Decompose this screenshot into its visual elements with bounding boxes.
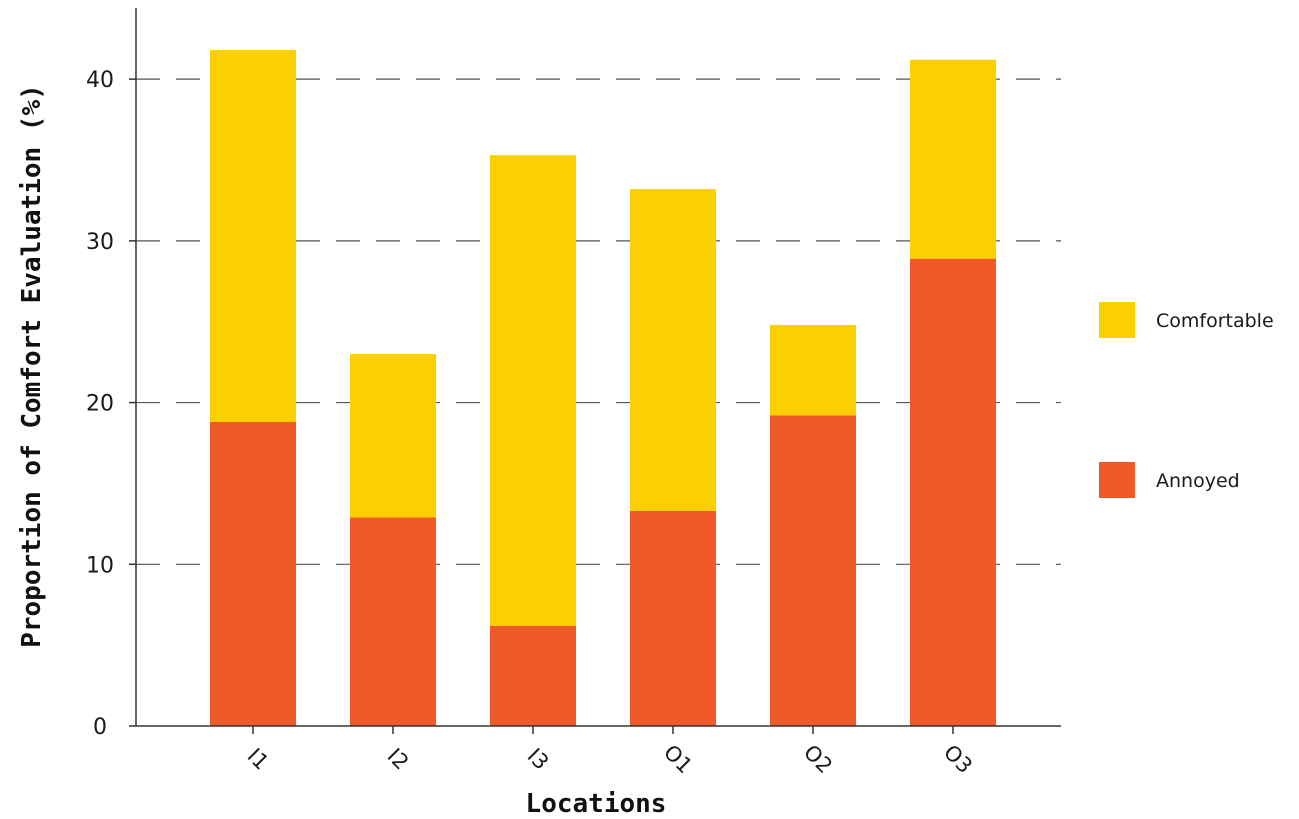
x-tick-label: I3 [523,744,554,775]
bar-annoyed-i3 [490,625,576,726]
x-tick-label: O3 [939,740,977,778]
legend-label-annoyed: Annoyed [1156,470,1240,492]
bar-comfortable-i1 [210,50,296,422]
y-tick-label: 20 [86,392,114,417]
y-tick-label: 40 [86,68,114,93]
x-ticks: I1 I2 I3 O1 O2 O3 [243,726,977,778]
bar-annoyed-i2 [350,517,436,726]
legend-label-comfortable: Comfortable [1156,310,1274,332]
y-tick-label: 0 [93,715,107,740]
bar-comfortable-o1 [630,189,716,511]
y-ticks: 0 10 20 30 40 [86,68,136,740]
x-tick-label: O1 [659,740,697,778]
bar-comfortable-i3 [490,155,576,626]
x-tick-label: I2 [383,744,414,775]
bar-comfortable-i2 [350,354,436,518]
x-axis-title: Locations [526,789,667,819]
y-axis-title: Proportion of Comfort Evaluation (%) [17,84,47,648]
legend-swatch-comfortable [1099,302,1135,338]
bars [210,50,996,726]
y-tick-label: 10 [86,553,114,578]
legend-swatch-annoyed [1099,462,1135,498]
y-tick-label: 30 [86,230,114,255]
x-tick-label: I1 [243,744,274,775]
bar-annoyed-o3 [910,258,996,726]
legend: Comfortable Annoyed [1099,302,1274,498]
bar-comfortable-o3 [910,59,996,259]
gridlines [136,78,1061,565]
bar-annoyed-o1 [630,510,716,726]
bar-annoyed-o2 [770,415,856,726]
x-tick-label: O2 [799,740,837,778]
bar-annoyed-i1 [210,421,296,726]
bar-comfortable-o2 [770,324,856,416]
